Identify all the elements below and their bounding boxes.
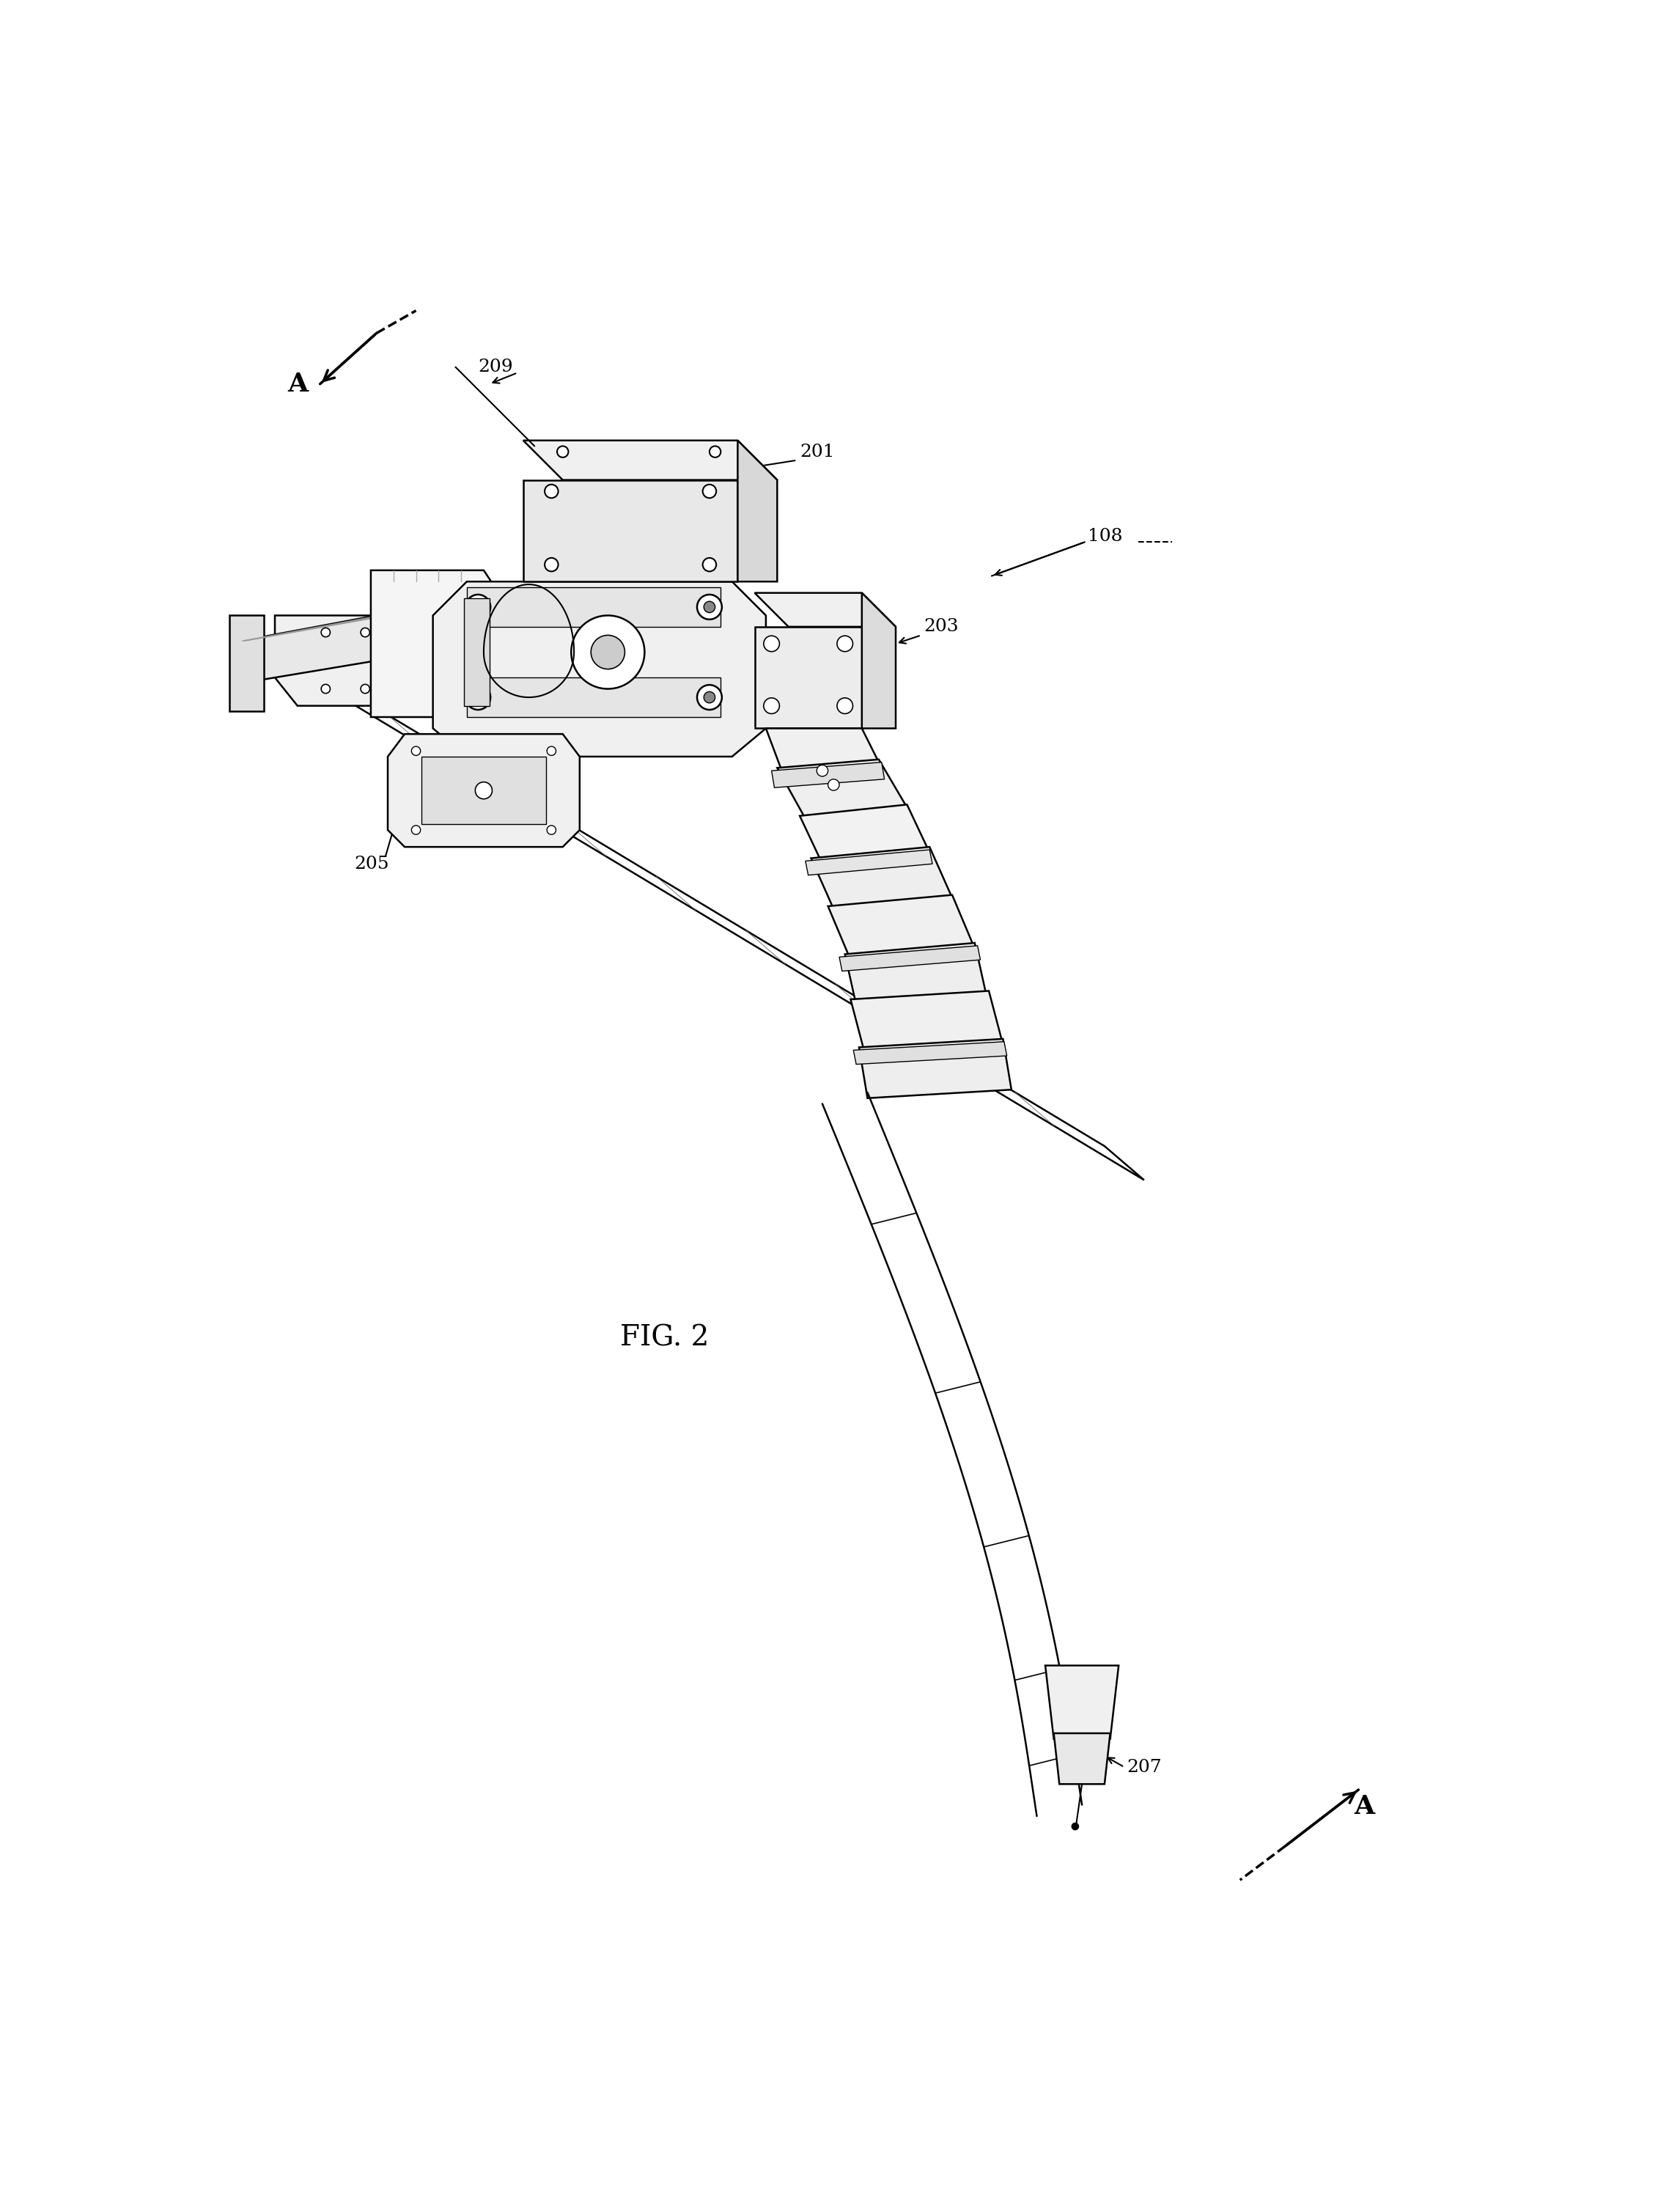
Polygon shape — [467, 677, 721, 717]
Polygon shape — [522, 440, 778, 480]
Polygon shape — [467, 586, 721, 626]
Circle shape — [557, 447, 569, 458]
Polygon shape — [522, 480, 738, 582]
Polygon shape — [738, 440, 778, 582]
Circle shape — [591, 635, 624, 668]
Circle shape — [472, 602, 484, 613]
Polygon shape — [861, 593, 896, 728]
Polygon shape — [845, 942, 986, 1004]
Circle shape — [472, 692, 484, 703]
Text: 108: 108 — [1088, 529, 1123, 544]
Polygon shape — [1045, 1666, 1118, 1739]
Polygon shape — [432, 582, 766, 757]
Polygon shape — [778, 759, 906, 818]
Circle shape — [838, 697, 853, 714]
Circle shape — [704, 602, 714, 613]
Circle shape — [361, 628, 371, 637]
Circle shape — [361, 684, 371, 692]
Polygon shape — [371, 571, 506, 717]
Circle shape — [547, 825, 556, 834]
Polygon shape — [297, 661, 1143, 1179]
Polygon shape — [771, 763, 885, 787]
Circle shape — [709, 447, 721, 458]
Circle shape — [828, 779, 840, 790]
Circle shape — [764, 635, 779, 653]
Polygon shape — [840, 947, 980, 971]
Circle shape — [466, 595, 491, 619]
Polygon shape — [799, 805, 930, 865]
Circle shape — [704, 692, 714, 703]
Circle shape — [320, 684, 330, 692]
Circle shape — [698, 595, 723, 619]
Circle shape — [547, 745, 556, 757]
Circle shape — [571, 615, 644, 688]
Circle shape — [698, 686, 723, 710]
Circle shape — [320, 628, 330, 637]
Polygon shape — [828, 896, 975, 960]
Circle shape — [816, 765, 828, 776]
Polygon shape — [230, 615, 264, 712]
Text: FIG. 2: FIG. 2 — [619, 1325, 709, 1352]
Circle shape — [466, 686, 491, 710]
Text: 203: 203 — [925, 619, 960, 635]
Circle shape — [703, 484, 716, 498]
Circle shape — [412, 825, 421, 834]
Polygon shape — [754, 626, 861, 728]
Text: 205: 205 — [354, 856, 389, 872]
Circle shape — [476, 783, 492, 799]
Polygon shape — [422, 757, 546, 825]
Circle shape — [412, 745, 421, 757]
Text: 209: 209 — [477, 358, 512, 376]
Circle shape — [764, 697, 779, 714]
Text: A: A — [287, 372, 307, 396]
Circle shape — [1071, 1823, 1078, 1829]
Text: A: A — [1354, 1794, 1375, 1818]
Polygon shape — [754, 593, 896, 626]
Circle shape — [544, 557, 557, 571]
Text: 201: 201 — [799, 442, 834, 460]
Polygon shape — [811, 847, 951, 909]
Polygon shape — [1053, 1734, 1110, 1785]
Polygon shape — [387, 734, 579, 847]
Polygon shape — [806, 849, 933, 876]
Circle shape — [703, 557, 716, 571]
Circle shape — [544, 484, 557, 498]
Circle shape — [838, 635, 853, 653]
Polygon shape — [860, 1040, 1011, 1097]
Polygon shape — [853, 1042, 1006, 1064]
Text: 207: 207 — [1127, 1759, 1162, 1776]
Polygon shape — [240, 615, 377, 684]
Polygon shape — [464, 599, 489, 706]
Polygon shape — [275, 615, 399, 706]
Polygon shape — [766, 728, 880, 774]
Polygon shape — [851, 991, 1003, 1053]
